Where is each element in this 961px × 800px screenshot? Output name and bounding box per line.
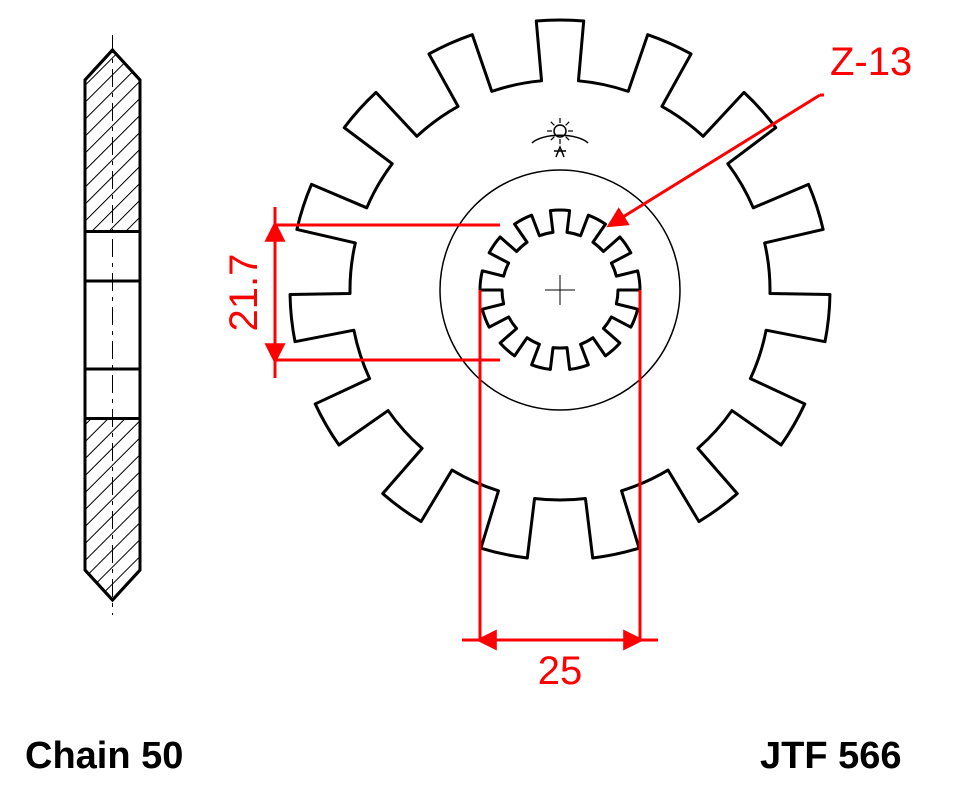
dim-inner-value: 21.7 — [222, 254, 266, 332]
spline-count-callout: Z-13 — [830, 40, 912, 84]
technical-drawing-svg: 21.7 25 Z-13 — [0, 0, 961, 800]
part-number-label: JTF 566 — [760, 735, 902, 778]
side-view — [85, 35, 140, 615]
drawing-canvas: 21.7 25 Z-13 Chain 50 JTF 566 — [0, 0, 961, 800]
jt-logo-icon — [532, 118, 588, 157]
chain-label: Chain 50 — [25, 735, 183, 778]
dim-spline-value: 25 — [538, 649, 583, 693]
sprocket-front-view — [290, 20, 830, 558]
